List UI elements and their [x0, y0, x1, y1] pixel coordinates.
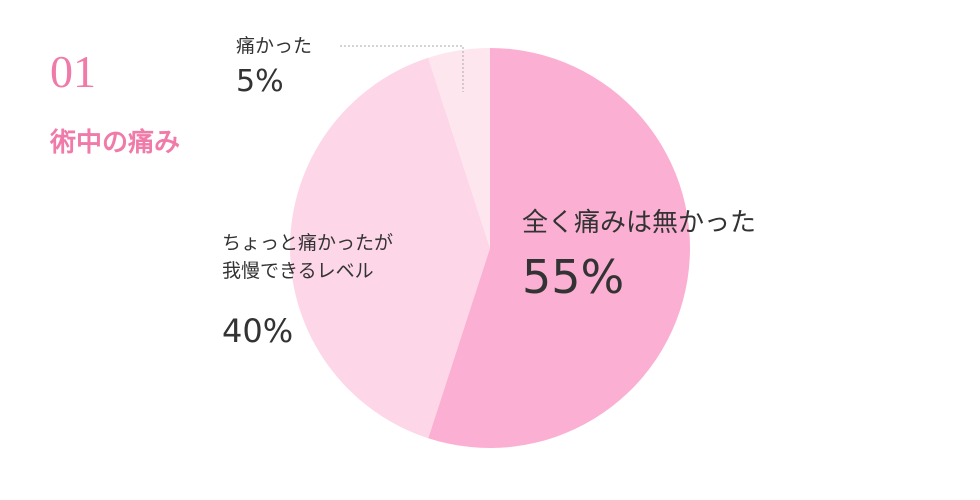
pie-slice [428, 48, 490, 248]
section-title: 術中の痛み [50, 128, 181, 157]
slice-value: 55% [522, 250, 625, 304]
slice-value: 40% [222, 312, 294, 350]
slice-value: 5% [236, 64, 284, 99]
slice-label: 全く痛みは無かった [522, 208, 757, 238]
pie-slice [428, 48, 690, 449]
slice-label: ちょっと痛かったが 我慢できるレベル [222, 232, 394, 282]
leader-line [340, 45, 464, 92]
pie-slice [290, 57, 490, 439]
slice-label: 痛かった [236, 35, 313, 57]
section-number: 01 [50, 46, 96, 97]
